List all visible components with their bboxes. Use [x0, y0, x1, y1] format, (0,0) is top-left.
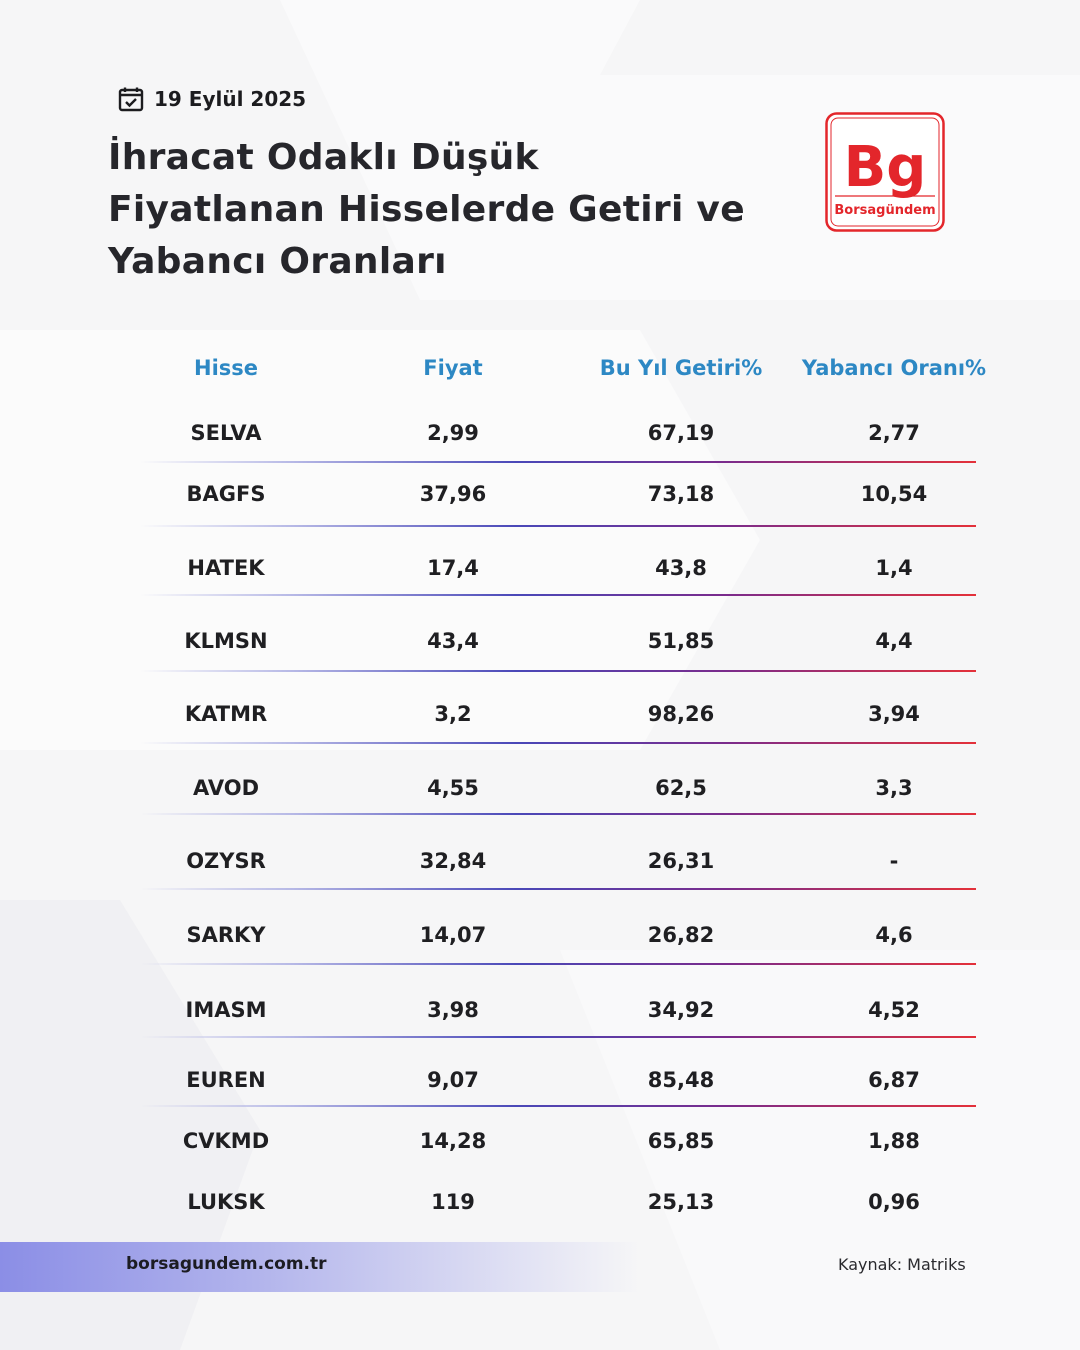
row-divider — [140, 461, 976, 463]
table-cell-col-fiyat: 17,4 — [427, 556, 479, 580]
table-cell-col-hisse: OZYSR — [186, 849, 266, 873]
table-cell-col-getiri: 98,26 — [647, 702, 715, 726]
table-cell-col-fiyat: 37,96 — [419, 482, 487, 506]
header-col-fiyat: Fiyat — [423, 356, 483, 380]
table-cell-col-fiyat: 4,55 — [427, 776, 479, 800]
table-cell-col-fiyat: 119 — [431, 1190, 475, 1214]
date-row: 19 Eylül 2025 — [118, 86, 306, 112]
table-cell-col-hisse: KATMR — [184, 702, 268, 726]
page-title: İhracat Odaklı Düşük Fiyatlanan Hisseler… — [108, 137, 745, 282]
row-divider — [140, 1036, 976, 1038]
table-cell-col-getiri: 25,13 — [647, 1190, 715, 1214]
table-cell-col-getiri: 26,31 — [647, 849, 715, 873]
row-divider — [140, 888, 976, 890]
row-divider — [140, 963, 976, 965]
table-cell-col-getiri: 67,19 — [647, 421, 715, 445]
borsagundem-logo: Bg Borsagündem — [825, 112, 945, 232]
calendar-check-icon — [118, 87, 144, 112]
table-cell-col-hisse: KLMSN — [184, 629, 268, 653]
table-cell-col-fiyat: 14,28 — [419, 1129, 487, 1153]
table-cell-col-hisse: EUREN — [186, 1068, 266, 1092]
table-cell-col-yabanci: 4,52 — [868, 998, 920, 1022]
table-cell-col-getiri: 26,82 — [647, 923, 715, 947]
table-cell-col-fiyat: 32,84 — [419, 849, 487, 873]
table-cell-col-hisse: SARKY — [186, 923, 266, 947]
date-label: 19 Eylül 2025 — [154, 87, 307, 111]
table-cell-col-hisse: BAGFS — [186, 482, 266, 506]
site-url[interactable]: borsagundem.com.tr — [126, 1254, 327, 1274]
table-cell-col-getiri: 85,48 — [647, 1068, 715, 1092]
table-cell-col-hisse: SELVA — [190, 421, 262, 445]
row-divider — [140, 525, 976, 527]
header-col-hisse: Hisse — [193, 356, 259, 380]
table-cell-col-getiri: 51,85 — [647, 629, 715, 653]
table-cell-col-getiri: 73,18 — [647, 482, 715, 506]
table-cell-col-fiyat: 43,4 — [427, 629, 479, 653]
table-cell-col-yabanci: 2,77 — [868, 421, 920, 445]
table-cell-col-fiyat: 2,99 — [427, 421, 479, 445]
table-cell-col-hisse: HATEK — [187, 556, 265, 580]
header-col-getiri: Bu Yıl Getiri% — [599, 356, 763, 380]
table-cell-col-yabanci: 3,94 — [868, 702, 920, 726]
table-cell-col-fiyat: 3,2 — [434, 702, 472, 726]
table-cell-col-yabanci: 4,6 — [875, 923, 913, 947]
table-cell-col-yabanci: 6,87 — [868, 1068, 920, 1092]
row-divider — [140, 670, 976, 672]
table-cell-col-yabanci: 0,96 — [868, 1190, 920, 1214]
row-divider — [140, 742, 976, 744]
table-cell-col-yabanci: 1,88 — [868, 1129, 920, 1153]
table-cell-col-fiyat: 9,07 — [427, 1068, 479, 1092]
table-cell-col-getiri: 43,8 — [655, 556, 707, 580]
row-divider — [140, 594, 976, 596]
source-label: Kaynak: Matriks — [838, 1255, 966, 1274]
table-cell-col-getiri: 34,92 — [647, 998, 715, 1022]
table-cell-col-yabanci: 3,3 — [875, 776, 913, 800]
footer-band — [0, 1242, 640, 1292]
table-cell-col-hisse: CVKMD — [182, 1129, 270, 1153]
table-cell-col-fiyat: 14,07 — [419, 923, 487, 947]
row-divider — [140, 1105, 976, 1107]
header-col-yabanci: Yabancı Oranı% — [801, 356, 987, 380]
table-cell-col-getiri: 65,85 — [647, 1129, 715, 1153]
row-divider — [140, 813, 976, 815]
table-cell-col-hisse: LUKSK — [187, 1190, 265, 1214]
table-cell-col-yabanci: 10,54 — [860, 482, 928, 506]
logo-text: Borsagündem — [834, 203, 935, 218]
table-cell-col-yabanci: 4,4 — [875, 629, 913, 653]
table-cell-col-fiyat: 3,98 — [427, 998, 479, 1022]
table-cell-col-hisse: AVOD — [193, 776, 259, 800]
table-cell-col-yabanci: - — [889, 849, 899, 873]
table-cell-col-hisse: IMASM — [185, 998, 267, 1022]
table-cell-col-getiri: 62,5 — [655, 776, 707, 800]
table-cell-col-yabanci: 1,4 — [875, 556, 913, 580]
logo-mark: Bg — [844, 135, 927, 200]
